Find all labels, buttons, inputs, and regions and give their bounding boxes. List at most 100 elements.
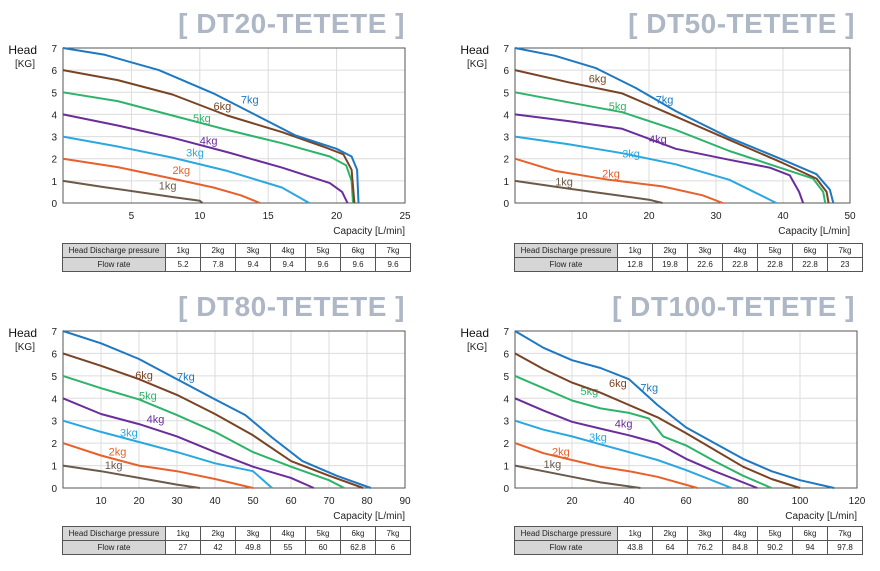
table-cell: 7kg xyxy=(827,526,863,541)
table-cell: 27 xyxy=(165,540,201,555)
table-row: Head Discharge pressure 1kg 2kg 3kg 4kg … xyxy=(62,243,411,258)
series-label-4kg: 4kg xyxy=(200,135,218,147)
series-line-6kg xyxy=(62,69,356,204)
table-cell: 7.8 xyxy=(200,257,236,272)
series-line-7kg xyxy=(514,330,835,489)
x-tick-label: 60 xyxy=(285,496,297,507)
y-tick-label: 4 xyxy=(503,110,509,121)
y-tick-label: 2 xyxy=(51,155,57,166)
x-tick-label: 10 xyxy=(576,211,588,222)
series-line-5kg xyxy=(514,374,772,489)
series-line-5kg xyxy=(62,91,354,204)
table-cell: 2kg xyxy=(652,526,688,541)
y-tick-label: 1 xyxy=(503,462,509,473)
plot-frame xyxy=(514,47,851,204)
x-tick-label: 20 xyxy=(331,211,343,222)
series-line-7kg xyxy=(514,47,835,204)
chart-panel-dt20: [ DT20-TETETE ] Head [KG] 0 1 2 3 4 5 6 7 5 10 15 20 25… xyxy=(0,0,440,285)
table-cell: 42 xyxy=(200,540,236,555)
x-tick-label: 30 xyxy=(710,211,722,222)
chart-title: [ DT50-TETETE ] xyxy=(628,8,855,39)
chart-svg: [ DT80-TETETE ] Head [KG] 0 1 2 3 4 5 6 7 10 20 30 40 5… xyxy=(8,291,411,522)
table-cell: 4kg xyxy=(270,526,306,541)
table-row: Flow rate 5.2 7.8 9.4 9.4 9.6 9.6 9.6 xyxy=(62,257,411,272)
y-tick-label: 4 xyxy=(51,394,57,405)
table-cell: 4kg xyxy=(722,243,758,258)
y-axis-unit-label: [KG] xyxy=(467,342,487,353)
table-cell: 9.6 xyxy=(305,257,341,272)
table-cell: 22.8 xyxy=(757,257,793,272)
table-cell: 3kg xyxy=(235,243,271,258)
x-tick-label: 40 xyxy=(623,496,635,507)
table-cell: 9.4 xyxy=(270,257,306,272)
table-cell: 84.8 xyxy=(722,540,758,555)
series-line-4kg xyxy=(514,113,805,204)
series-label-6kg: 6kg xyxy=(135,370,153,382)
table-cell: 19.8 xyxy=(652,257,688,272)
series-line-1kg xyxy=(62,179,204,204)
table-row: Head Discharge pressure 1kg 2kg 3kg 4kg … xyxy=(62,526,411,541)
series-label-3kg: 3kg xyxy=(120,427,138,439)
chart-svg: [ DT20-TETETE ] Head [KG] 0 1 2 3 4 5 6 7 5 10 15 20 25… xyxy=(8,8,411,237)
x-tick-label: 30 xyxy=(171,496,183,507)
x-tick-label: 70 xyxy=(323,496,335,507)
x-tick-label: 40 xyxy=(209,496,221,507)
x-axis-label: Capacity [L/min] xyxy=(333,511,405,522)
series-line-2kg xyxy=(514,157,724,204)
y-axis-label: Head xyxy=(8,326,37,340)
y-tick-label: 3 xyxy=(503,417,509,428)
y-tick-label: 4 xyxy=(503,394,509,405)
y-axis-label: Head xyxy=(460,326,489,340)
table-cell: 1kg xyxy=(165,243,201,258)
y-tick-label: 3 xyxy=(503,133,509,144)
table-cell: 4kg xyxy=(270,243,306,258)
table-cell: 22.8 xyxy=(722,257,758,272)
table-cell: 64 xyxy=(652,540,688,555)
y-tick-label: 3 xyxy=(51,133,57,144)
y-tick-label: 5 xyxy=(51,88,57,99)
series-line-7kg xyxy=(62,330,372,489)
y-tick-label: 2 xyxy=(503,155,509,166)
series-label-2kg: 2kg xyxy=(552,446,570,458)
table-cell: 1kg xyxy=(617,526,653,541)
table-cell: 5kg xyxy=(305,243,341,258)
x-tick-label: 120 xyxy=(849,496,866,507)
y-axis-label: Head xyxy=(8,43,37,57)
table-cell: 2kg xyxy=(652,243,688,258)
series-label-7kg: 7kg xyxy=(656,94,674,106)
series-line-3kg xyxy=(514,135,777,204)
table-cell: 6kg xyxy=(340,526,376,541)
x-tick-label: 20 xyxy=(643,211,655,222)
table-cell: 4kg xyxy=(722,526,758,541)
series-line-3kg xyxy=(62,419,273,489)
table-cell: 7kg xyxy=(375,526,411,541)
spec-table: Head Discharge pressure 1kg 2kg 3kg 4kg … xyxy=(62,243,411,272)
y-tick-label: 1 xyxy=(51,177,57,188)
chart-panel-dt100: [ DT100-TETETE ] Head [KG] 0 1 2 3 4 5 6 7 20 40 60 80… xyxy=(450,286,880,571)
y-axis-unit-label: [KG] xyxy=(467,59,487,70)
series-label-7kg: 7kg xyxy=(241,94,259,106)
y-tick-label: 1 xyxy=(51,462,57,473)
x-tick-label: 20 xyxy=(566,496,578,507)
series-label-5kg: 5kg xyxy=(193,113,211,125)
table-row-header: Head Discharge pressure xyxy=(62,243,166,258)
x-tick-label: 50 xyxy=(844,211,856,222)
series-line-3kg xyxy=(514,419,732,489)
x-tick-label: 80 xyxy=(361,496,373,507)
y-tick-label: 7 xyxy=(503,327,509,338)
table-cell: 76.2 xyxy=(687,540,723,555)
table-row-header: Flow rate xyxy=(514,257,618,272)
table-cell: 97.8 xyxy=(827,540,863,555)
series-label-1kg: 1kg xyxy=(555,176,573,188)
x-tick-label: 80 xyxy=(737,496,749,507)
table-cell: 5kg xyxy=(757,243,793,258)
table-cell: 62.8 xyxy=(340,540,376,555)
x-tick-label: 100 xyxy=(792,496,809,507)
table-row: Flow rate 43.8 64 76.2 84.8 90.2 94 97.8 xyxy=(514,540,863,555)
series-label-3kg: 3kg xyxy=(622,149,640,161)
series-label-2kg: 2kg xyxy=(602,169,620,181)
table-row: Flow rate 27 42 49.8 55 60 62.8 6 xyxy=(62,540,411,555)
series-label-2kg: 2kg xyxy=(109,446,127,458)
series-line-3kg xyxy=(62,135,310,204)
y-tick-label: 7 xyxy=(503,44,509,55)
